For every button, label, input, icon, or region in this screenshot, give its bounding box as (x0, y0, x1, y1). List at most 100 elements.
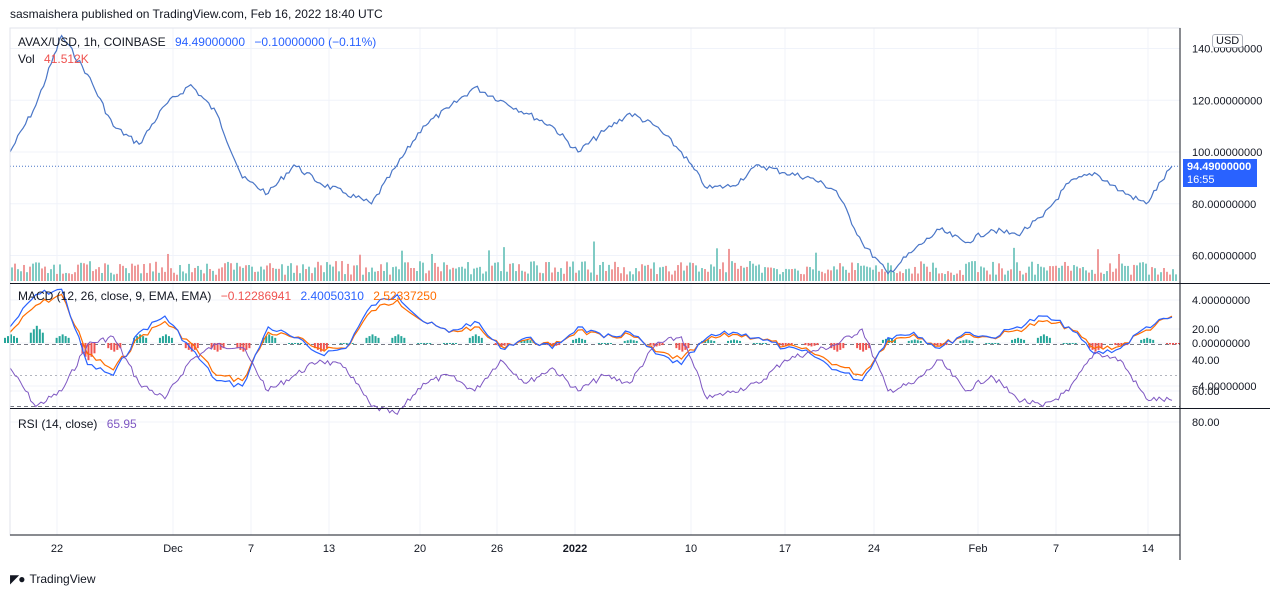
macd-hist-bar (271, 336, 274, 343)
volume-bar (911, 273, 913, 281)
footer-brand: TradingView (29, 572, 96, 586)
macd-hist-bar (213, 343, 216, 350)
volume-bar (179, 265, 181, 281)
volume-bar (401, 250, 403, 281)
volume-bar (833, 266, 835, 281)
volume-bar (617, 267, 619, 281)
macd-hist-bar (1011, 339, 1014, 343)
macd-hist-bar (839, 343, 842, 350)
volume-bar (89, 261, 91, 281)
volume-bar (479, 266, 481, 281)
volume-bars (11, 241, 1177, 281)
macd-hist-bar (632, 340, 635, 343)
volume-bar (548, 262, 550, 281)
plot-frame (9, 27, 1181, 536)
volume-bar (533, 261, 535, 281)
volume-bar (440, 271, 442, 281)
macd-hist-bar (400, 336, 403, 343)
volume-bar (53, 264, 55, 281)
volume-bar (482, 273, 484, 281)
volume-bar (92, 271, 94, 281)
bar-countdown: 16:55 (1187, 174, 1215, 186)
volume-bar (641, 264, 643, 281)
macd-hist-bar (345, 343, 348, 344)
macd-hist-bar (890, 338, 893, 343)
volume-bar (563, 273, 565, 281)
x-tick-label: 22 (51, 543, 63, 555)
x-tick-label: 10 (685, 543, 697, 555)
macd-hist-bar (730, 340, 733, 343)
volume-bar (896, 273, 898, 281)
volume-bar (371, 267, 373, 281)
macd-hist-bar (216, 343, 219, 352)
macd-hist-bar (1146, 337, 1149, 343)
volume-bar (170, 268, 172, 281)
volume-bar (227, 261, 229, 281)
volume-bar (458, 267, 460, 281)
macd-hist-bar (597, 343, 600, 344)
volume-bar (236, 262, 238, 281)
volume-bar (509, 263, 511, 281)
volume-bar (1166, 271, 1168, 281)
volume-bar (272, 267, 274, 281)
macd-hist-bar (555, 343, 558, 346)
volume-bar (11, 267, 13, 281)
macd-hist-bar (687, 343, 690, 349)
volume-bar (905, 269, 907, 281)
y-tick-label: 60.00 (1192, 386, 1220, 398)
volume-bar (356, 265, 358, 281)
volume-bar (1115, 268, 1117, 281)
volume-bar (1064, 261, 1066, 281)
currency-badge[interactable]: USD (1212, 34, 1244, 48)
volume-bar (14, 263, 16, 281)
volume-bar (701, 268, 703, 281)
volume-bar (629, 271, 631, 281)
macd-hist-bar (164, 334, 167, 343)
volume-bar (446, 264, 448, 281)
volume-bar (431, 253, 433, 281)
macd-hist-bar (10, 334, 12, 343)
macd-hist-bar (681, 343, 684, 352)
volume-bar (1121, 263, 1123, 281)
price-value: 94.49000000 (174, 35, 246, 49)
volume-bar (596, 274, 598, 281)
macd-hist-bar (649, 343, 652, 346)
volume-bar (461, 266, 463, 281)
volume-bar (254, 271, 256, 281)
volume-bar (890, 265, 892, 281)
volume-bar (779, 274, 781, 281)
volume-bar (314, 267, 316, 281)
volume-bar (263, 269, 265, 281)
macd-hist-bar (248, 343, 251, 349)
macd-hist-bar (842, 343, 845, 349)
volume-bar (626, 274, 628, 281)
macd-hist-bar (158, 337, 161, 343)
macd-hist-bar (752, 343, 755, 344)
volume-bar (767, 267, 769, 281)
macd-hist-bar (448, 343, 451, 344)
volume-bar (614, 261, 616, 281)
volume-bar (1154, 268, 1156, 281)
volume-bar (749, 261, 751, 281)
macd-hist-bar (893, 339, 896, 343)
volume-bar (413, 267, 415, 281)
macd-hist-bar (1175, 343, 1177, 345)
macd-hist-bar (494, 343, 497, 346)
volume-bar (32, 263, 34, 281)
volume-bar (83, 263, 85, 281)
volume-bar (995, 274, 997, 281)
volume-bar (230, 263, 232, 281)
volume-bar (59, 264, 61, 281)
volume-bar (1088, 272, 1090, 281)
volume-bar (584, 261, 586, 281)
volume-bar (494, 262, 496, 281)
volume-bar (1100, 272, 1102, 281)
volume-bar (1049, 266, 1051, 281)
volume-bar (758, 264, 760, 281)
macd-hist-bar (727, 340, 730, 343)
macd-hist-bar (417, 343, 420, 344)
volume-bar (299, 273, 301, 281)
macd-hist-bar (629, 339, 632, 343)
volume-bar (452, 267, 454, 281)
